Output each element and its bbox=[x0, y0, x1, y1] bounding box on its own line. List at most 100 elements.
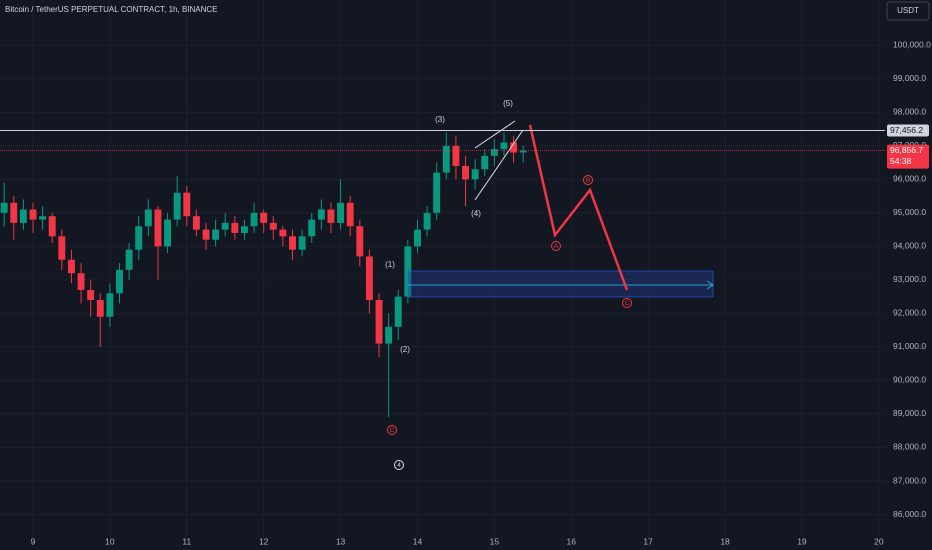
candle-body bbox=[29, 209, 37, 220]
candle-body bbox=[308, 219, 316, 237]
candle-body bbox=[116, 269, 123, 294]
candle-body bbox=[519, 150, 527, 153]
x-tick-label: 13 bbox=[336, 536, 346, 546]
candle-body bbox=[212, 229, 220, 240]
candle-body bbox=[337, 202, 345, 223]
x-tick-label: 10 bbox=[105, 536, 115, 546]
candle-body bbox=[154, 209, 162, 247]
x-tick-label: 17 bbox=[643, 536, 653, 546]
countdown-label: 54:38 bbox=[890, 156, 912, 166]
candle-body bbox=[10, 202, 18, 223]
target-zone bbox=[407, 270, 714, 298]
y-tick-label: 92,000.0 bbox=[893, 308, 926, 318]
correction-label-ring bbox=[583, 175, 593, 185]
y-tick-label: 94,000.0 bbox=[893, 241, 926, 251]
correction-label: A bbox=[554, 243, 559, 250]
level-label-bg bbox=[887, 124, 929, 137]
x-tick-label: 15 bbox=[490, 536, 500, 546]
wave-label: (3) bbox=[435, 115, 445, 124]
candle-body bbox=[423, 212, 431, 230]
prior-label: 4 bbox=[397, 462, 401, 469]
candle-body bbox=[231, 222, 239, 233]
candle-body bbox=[164, 219, 172, 247]
wave-label: (5) bbox=[503, 99, 513, 108]
x-tick-label: 14 bbox=[413, 536, 423, 546]
candle-body bbox=[173, 192, 181, 220]
candle-body bbox=[77, 273, 85, 290]
candle-body bbox=[0, 202, 8, 213]
candle-body bbox=[39, 216, 47, 220]
x-tick-label: 11 bbox=[182, 536, 191, 546]
candle-body bbox=[125, 249, 133, 270]
last-price-bg bbox=[887, 144, 929, 169]
candle-body bbox=[356, 226, 364, 257]
candle-body bbox=[48, 216, 56, 237]
chart-title: Bitcoin / TetherUS PERPETUAL CONTRACT, 1… bbox=[5, 5, 218, 14]
grid bbox=[0, 0, 885, 538]
y-tick-label: 98,000.0 bbox=[893, 107, 926, 117]
candle-body bbox=[462, 165, 469, 180]
prior-label-ring bbox=[387, 425, 397, 435]
candle-body bbox=[394, 296, 402, 327]
candle-body bbox=[414, 229, 421, 247]
candle-body bbox=[67, 259, 75, 274]
y-tick-label: 88,000.0 bbox=[893, 442, 926, 452]
correction-label-ring bbox=[622, 298, 632, 308]
y-tick-label: 89,000.0 bbox=[893, 408, 926, 418]
candle-body bbox=[279, 229, 287, 237]
candle-body bbox=[298, 236, 306, 250]
x-tick-label: 18 bbox=[720, 536, 730, 546]
candle-body bbox=[240, 226, 248, 233]
candle-body bbox=[327, 209, 335, 223]
candle-body bbox=[452, 145, 460, 166]
candle-body bbox=[135, 226, 143, 250]
correction-label: C bbox=[625, 300, 630, 307]
candle-body bbox=[269, 222, 277, 230]
candle-body bbox=[365, 256, 373, 301]
candle-body bbox=[96, 300, 104, 317]
y-tick-label: 95,000.0 bbox=[893, 207, 926, 217]
prior-label: C bbox=[390, 427, 395, 434]
candle-body bbox=[442, 145, 450, 173]
projection-path bbox=[528, 124, 629, 291]
prior-label-ring bbox=[394, 460, 404, 470]
wedge-line bbox=[474, 129, 524, 201]
y-tick-label: 99,000.0 bbox=[893, 73, 926, 83]
candle-body bbox=[183, 192, 191, 217]
last-price-label: 96,856.7 bbox=[890, 145, 923, 155]
y-tick-label: 91,000.0 bbox=[893, 341, 926, 351]
candle-body bbox=[289, 236, 296, 250]
candle-body bbox=[58, 236, 66, 260]
y-tick-label: 90,000.0 bbox=[893, 375, 926, 385]
candles bbox=[0, 132, 527, 418]
candle-body bbox=[250, 212, 258, 227]
currency-label[interactable]: USDT bbox=[897, 6, 919, 15]
candle-body bbox=[510, 142, 518, 153]
candle-body bbox=[385, 326, 393, 344]
x-tick-label: 19 bbox=[797, 536, 807, 546]
candle-body bbox=[221, 222, 229, 230]
candle-body bbox=[490, 149, 498, 156]
candle-body bbox=[481, 155, 489, 170]
wedge-line bbox=[474, 120, 516, 149]
wave-label: (2) bbox=[400, 345, 410, 354]
candle-body bbox=[202, 229, 210, 240]
candle-body bbox=[500, 142, 508, 150]
y-tick-label: 93,000.0 bbox=[893, 274, 926, 284]
candle-body bbox=[433, 172, 441, 213]
correction-label-ring bbox=[551, 241, 561, 251]
candle-body bbox=[260, 212, 268, 223]
x-tick-label: 20 bbox=[874, 536, 884, 546]
labels: (1) (2) (3) (4) (5) A B C C 4 bbox=[385, 99, 632, 470]
level-label: 97,456.2 bbox=[890, 125, 923, 135]
y-tick-label: 100,000.0 bbox=[893, 40, 931, 50]
wave-label: (1) bbox=[385, 260, 395, 269]
correction-label: B bbox=[586, 177, 590, 184]
y-tick-label: 96,000.0 bbox=[893, 174, 926, 184]
wave-label: (4) bbox=[471, 209, 481, 218]
arrow-head bbox=[706, 280, 714, 290]
currency-button[interactable] bbox=[886, 1, 930, 21]
candle-body bbox=[106, 293, 114, 317]
